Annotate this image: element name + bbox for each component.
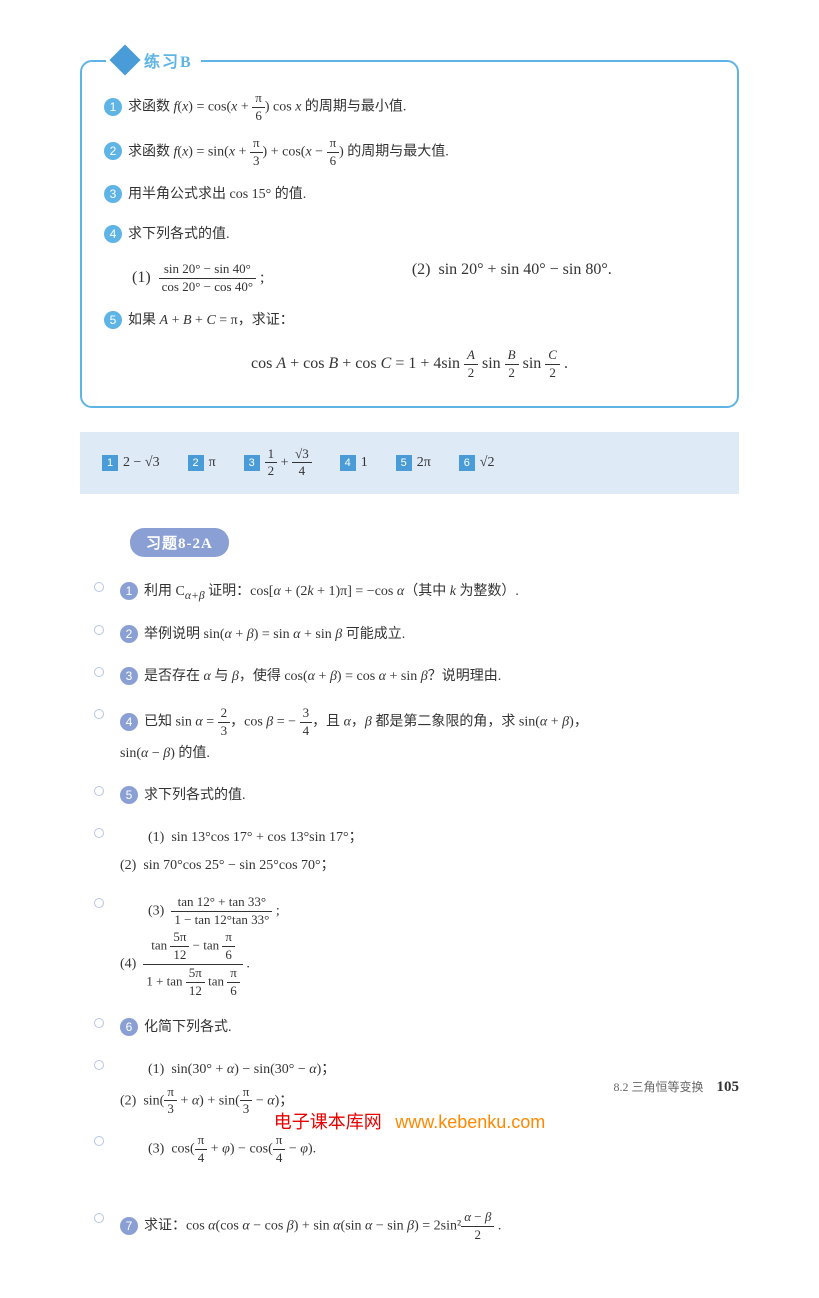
practice-item: 1求函数 f(x) = cos(x + π6) cos x 的周期与最小值. — [104, 90, 715, 125]
item-number: 1 — [104, 98, 122, 116]
exercise-item: 3是否存在 α 与 β，使得 cos(α + β) = cos α + sin … — [120, 663, 717, 691]
item-number: 3 — [120, 667, 138, 685]
answer-item: 52π — [396, 455, 431, 471]
sub-item-row: (3) tan 12° + tan 33°1 − tan 12°tan 33° … — [120, 894, 717, 999]
exercise-item: 4已知 sin α = 23，cos β = − 34，且 α，β 都是第二象限… — [120, 705, 717, 768]
answer-number: 1 — [102, 455, 118, 471]
exercise-title: 习题8-2A — [130, 528, 229, 557]
bullet-ring-icon — [94, 1018, 104, 1028]
exercise-item: 2举例说明 sin(α + β) = sin α + sin β 可能成立. — [120, 621, 717, 649]
practice-b-items: 1求函数 f(x) = cos(x + π6) cos x 的周期与最小值. 2求… — [104, 90, 715, 382]
item-number: 2 — [104, 142, 122, 160]
practice-b-title: 练习B — [144, 48, 193, 72]
centered-formula: cos A + cos B + cos C = 1 + 4sin A2 sin … — [104, 347, 715, 382]
diamond-icon — [109, 44, 140, 75]
exercise-box: 习题8-2A 1利用 Cα+β 证明：cos[α + (2k + 1)π] = … — [80, 534, 739, 1278]
item-number: 4 — [120, 713, 138, 731]
exercise-item: 7求证：cos α(cos α − cos β) + sin α(sin α −… — [120, 1209, 717, 1244]
watermark-url: www.kebenku.com — [395, 1112, 545, 1132]
page-number: 105 — [717, 1079, 740, 1095]
practice-item: 2求函数 f(x) = sin(x + π3) + cos(x − π6) 的周… — [104, 135, 715, 170]
answer-item: 312 + √34 — [244, 446, 312, 481]
bullet-ring-icon — [94, 582, 104, 592]
item-number: 3 — [104, 185, 122, 203]
bullet-ring-icon — [94, 667, 104, 677]
bullet-ring-icon — [94, 898, 104, 908]
exercise-item: 5求下列各式的值. — [120, 782, 717, 810]
sub-item-row: (1) sin 20° − sin 40°cos 20° − cos 40° ;… — [132, 261, 715, 296]
page-footer: 8.2 三角恒等变换 105 — [613, 1078, 739, 1096]
section-label: 8.2 三角恒等变换 — [613, 1080, 703, 1094]
practice-b-box: 练习B 1求函数 f(x) = cos(x + π6) cos x 的周期与最小… — [80, 60, 739, 408]
practice-item: 5如果 A + B + C = π，求证： — [104, 306, 715, 337]
answer-item: 12 − √3 — [102, 455, 160, 471]
bullet-ring-icon — [94, 1136, 104, 1146]
answer-number: 6 — [459, 455, 475, 471]
watermark: 电子课本库网 www.kebenku.com — [274, 1108, 546, 1134]
exercise-item: 6化简下列各式. — [120, 1014, 717, 1042]
exercise-item: 1利用 Cα+β 证明：cos[α + (2k + 1)π] = −cos α（… — [120, 578, 717, 607]
bullet-ring-icon — [94, 709, 104, 719]
item-number: 6 — [120, 1018, 138, 1036]
answer-item: 41 — [340, 455, 368, 471]
answer-item: 2π — [188, 455, 216, 471]
bullet-ring-icon — [94, 625, 104, 635]
item-number: 7 — [120, 1217, 138, 1235]
item-number: 5 — [120, 786, 138, 804]
answers-box: 12 − √32π312 + √344152π6√2 — [80, 432, 739, 495]
watermark-text: 电子课本库网 — [274, 1112, 382, 1132]
sub-item-row: (1) sin 13°cos 17° + cos 13°sin 17°；(2) … — [120, 824, 717, 880]
answer-number: 5 — [396, 455, 412, 471]
practice-b-header: 练习B — [106, 48, 201, 72]
page-content: 练习B 1求函数 f(x) = cos(x + π6) cos x 的周期与最小… — [0, 0, 819, 1298]
answer-number: 2 — [188, 455, 204, 471]
item-number: 5 — [104, 311, 122, 329]
answer-number: 4 — [340, 455, 356, 471]
bullet-ring-icon — [94, 786, 104, 796]
answer-number: 3 — [244, 455, 260, 471]
item-number: 2 — [120, 625, 138, 643]
practice-item: 4求下列各式的值. — [104, 220, 715, 251]
sub-item-row: (3) cos(π4 + φ) − cos(π4 − φ). — [120, 1132, 717, 1195]
bullet-ring-icon — [94, 1060, 104, 1070]
item-number: 4 — [104, 225, 122, 243]
bullet-ring-icon — [94, 1213, 104, 1223]
bullet-ring-icon — [94, 828, 104, 838]
item-number: 1 — [120, 582, 138, 600]
exercise-items: 1利用 Cα+β 证明：cos[α + (2k + 1)π] = −cos α（… — [120, 578, 717, 1244]
answer-item: 6√2 — [459, 455, 495, 471]
practice-item: 3用半角公式求出 cos 15° 的值. — [104, 180, 715, 211]
